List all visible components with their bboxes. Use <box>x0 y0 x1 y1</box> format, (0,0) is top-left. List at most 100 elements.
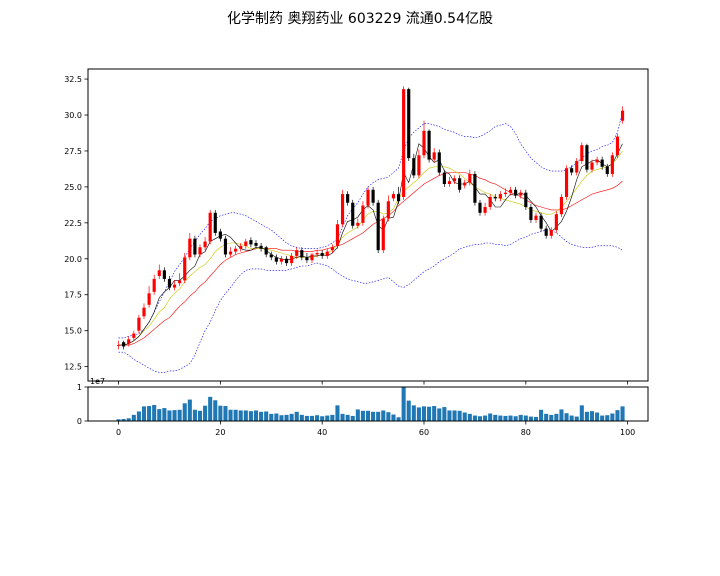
candle-body <box>284 258 289 264</box>
x-tick-label: 40 <box>317 428 327 437</box>
volume-bar <box>539 409 544 421</box>
volume-bar <box>208 396 213 421</box>
candle-body <box>427 130 431 160</box>
ma-long-line <box>118 172 623 346</box>
candle-body <box>330 247 334 251</box>
volume-bar <box>121 418 126 421</box>
volume-bar <box>437 408 442 421</box>
volume-bar <box>228 409 233 421</box>
candle-body <box>188 238 192 258</box>
candle-body <box>442 172 446 185</box>
x-tick-label: 80 <box>521 428 531 437</box>
candle-body <box>432 152 436 160</box>
volume-bar <box>401 387 406 421</box>
candle-body <box>575 161 579 173</box>
candle-body <box>407 89 411 159</box>
volume-bar <box>396 417 401 421</box>
candle-body <box>524 192 528 208</box>
candle-body <box>142 307 146 317</box>
volume-bar <box>218 405 223 421</box>
candle-body <box>529 207 533 220</box>
price-tick-label: 32.5 <box>64 75 82 84</box>
candle-body <box>351 202 355 226</box>
volume-bar <box>182 403 187 421</box>
volume-bar <box>421 406 427 421</box>
price-tick-label: 12.5 <box>64 363 82 372</box>
volume-bar <box>203 405 208 421</box>
candle-body <box>178 280 182 284</box>
candle-body <box>127 339 131 344</box>
volume-bar <box>136 411 141 421</box>
candle-body <box>274 257 278 262</box>
volume-bar <box>371 411 376 421</box>
volume-bar <box>325 415 330 421</box>
candle-body <box>132 333 136 338</box>
candle-body <box>371 189 375 203</box>
volume-bar <box>559 409 564 421</box>
volume-bar <box>416 407 421 421</box>
candle-body <box>315 253 319 255</box>
candle-body <box>254 242 258 246</box>
candle-body <box>376 202 380 251</box>
volume-bar <box>605 415 610 421</box>
volume-bar <box>544 413 549 421</box>
candle-body <box>422 130 426 156</box>
candle-body <box>452 178 457 182</box>
volume-bar <box>452 410 457 421</box>
volume-offset-label: 1e7 <box>90 377 105 386</box>
volume-bar <box>294 411 299 421</box>
candle-body <box>610 155 614 174</box>
candle-body <box>259 245 263 249</box>
candle-body <box>356 222 360 226</box>
candle-body <box>437 152 441 173</box>
volume-bar <box>187 399 192 421</box>
x-tick-label: 60 <box>419 428 429 437</box>
candle-body <box>239 245 243 249</box>
volume-bar <box>330 414 335 421</box>
volume-bar <box>192 409 197 421</box>
volume-bar <box>223 406 228 421</box>
volume-bar <box>447 410 452 421</box>
price-tick-label: 22.5 <box>64 219 82 228</box>
volume-bar <box>177 409 182 421</box>
volume-bar <box>253 410 259 421</box>
candle-body <box>508 189 513 193</box>
volume-bar <box>462 412 467 421</box>
volume-bar <box>457 410 462 421</box>
price-tick-label: 15.0 <box>64 327 82 336</box>
candle-body <box>468 173 472 183</box>
candle-body <box>595 159 599 163</box>
volume-bars <box>116 387 625 421</box>
volume-bar <box>386 412 391 421</box>
candle-body <box>137 317 141 331</box>
candle-body <box>519 192 523 196</box>
candle-body <box>193 238 197 255</box>
price-series <box>118 112 623 373</box>
candle-body <box>549 230 553 236</box>
ma-mid-line <box>118 150 623 346</box>
candle-body <box>503 192 508 195</box>
volume-bar <box>233 409 238 421</box>
volume-bar <box>315 415 320 421</box>
candle-body <box>386 201 390 219</box>
candle-body <box>249 240 253 245</box>
candle-body <box>564 168 569 197</box>
candle-body <box>346 194 350 203</box>
volume-bar <box>131 414 136 421</box>
candle-body <box>544 228 548 236</box>
candle-body <box>320 253 324 256</box>
volume-bar <box>498 415 503 421</box>
volume-bar <box>483 415 488 421</box>
x-tick-label: 20 <box>215 428 225 437</box>
volume-plot-frame <box>87 386 649 422</box>
candle-body <box>391 194 396 199</box>
candle-body <box>310 254 314 261</box>
volume-bar <box>564 413 569 421</box>
volume-bar <box>365 410 371 421</box>
candle-body <box>570 168 574 173</box>
x-axis: 0 20 40 60 80 100 <box>116 381 635 437</box>
candle-body <box>514 189 518 196</box>
candle-body <box>157 270 161 277</box>
candle-body <box>208 212 212 242</box>
